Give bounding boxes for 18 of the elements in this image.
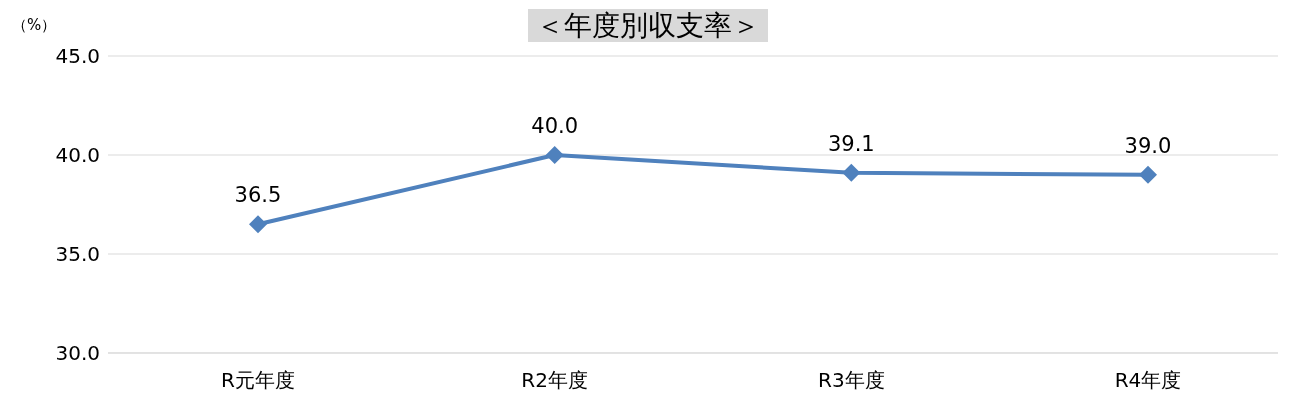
chart-title: ＜年度別収支率＞: [528, 9, 768, 42]
y-tick-label: 30.0: [55, 341, 100, 366]
x-tick-label: R元年度: [221, 368, 295, 393]
y-axis-title: （%）: [12, 16, 57, 35]
y-tick-label: 45.0: [55, 44, 100, 69]
y-tick-label: 35.0: [55, 242, 100, 267]
point: [249, 215, 267, 234]
point: [545, 146, 564, 164]
data-label: 40.0: [531, 114, 579, 138]
x-tick-label: R4年度: [1114, 368, 1182, 393]
data-label: 39.1: [827, 131, 875, 156]
data-label: 36.5: [234, 183, 282, 208]
x-tick-label: R3年度: [818, 368, 885, 393]
x-tick-label: R2年度: [521, 368, 588, 393]
point: [1139, 165, 1157, 184]
y-tick-label: 40.0: [55, 143, 100, 168]
point: [842, 163, 861, 182]
data-label: 39.0: [1124, 133, 1172, 158]
